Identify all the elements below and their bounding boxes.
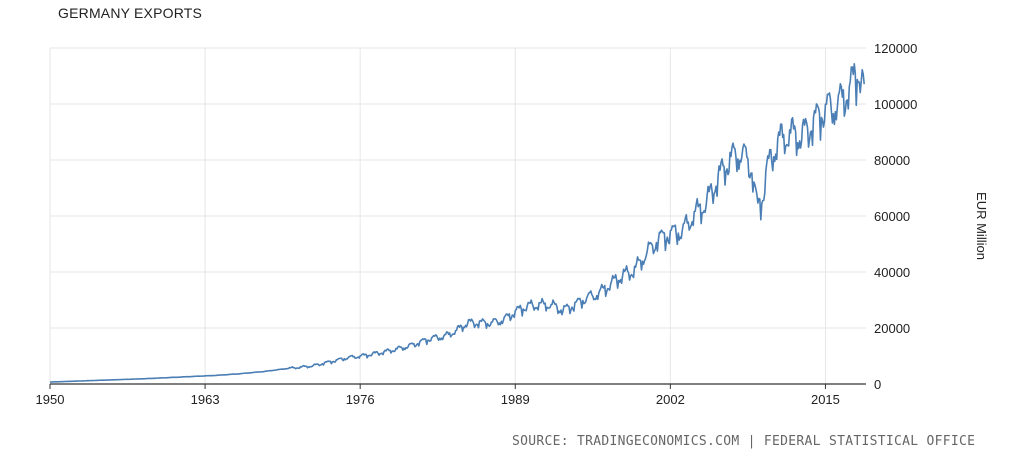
line-chart: 1950 1963 1976 1989 2002 2015 0 20000 40000 6000… <box>36 41 989 407</box>
y-axis: 0 20000 40000 60000 80000 100000 120000 <box>874 41 917 392</box>
x-tick-label: 1963 <box>191 392 220 407</box>
source-note: SOURCE: TRADINGECONOMICS.COM | FEDERAL S… <box>512 434 976 449</box>
x-tick-label: 2015 <box>811 392 840 407</box>
y-tick-label: 60000 <box>874 209 910 224</box>
x-tick-label: 2002 <box>656 392 685 407</box>
y-tick-label: 0 <box>874 377 881 392</box>
y-axis-label: EUR Million <box>974 192 989 260</box>
series-layer <box>49 62 866 383</box>
x-tick-label: 1950 <box>36 392 65 407</box>
grid-lines <box>49 47 866 384</box>
x-axis: 1950 1963 1976 1989 2002 2015 <box>36 383 866 407</box>
y-tick-label: 100000 <box>874 97 917 112</box>
y-tick-label: 20000 <box>874 321 910 336</box>
y-tick-label: 40000 <box>874 265 910 280</box>
y-tick-label: 80000 <box>874 153 910 168</box>
x-tick-label: 1989 <box>501 392 530 407</box>
x-tick-label: 1976 <box>346 392 375 407</box>
series-line-0 <box>49 62 866 383</box>
y-tick-label: 120000 <box>874 41 917 56</box>
chart-title: GERMANY EXPORTS <box>58 5 203 21</box>
